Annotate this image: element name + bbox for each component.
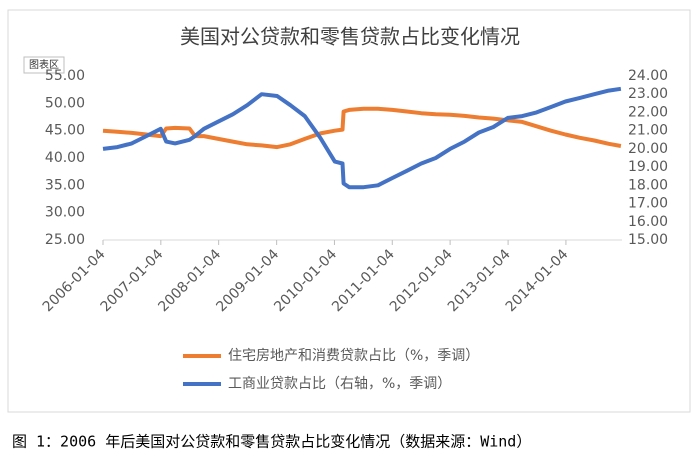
y-tick-label: 35.00 xyxy=(45,177,85,193)
y2-tick-label: 22.00 xyxy=(628,104,668,120)
y-tick-label: 30.00 xyxy=(45,205,85,221)
y2-tick-label: 19.00 xyxy=(628,159,668,175)
chart-area-tag xyxy=(23,56,65,74)
y-tick-label: 25.00 xyxy=(45,232,85,248)
legend-label: 工商业贷款占比（右轴，%，季调） xyxy=(228,376,451,392)
y2-tick-label: 18.00 xyxy=(628,177,668,193)
series-line xyxy=(102,86,622,190)
y2-tick-label: 24.00 xyxy=(628,68,668,84)
series-line xyxy=(102,106,622,150)
y-tick-label: 45.00 xyxy=(45,123,85,139)
y2-tick-label: 21.00 xyxy=(628,123,668,139)
y2-tick-label: 15.00 xyxy=(628,232,668,248)
chart-area-label: 图表区 xyxy=(29,58,59,71)
y-tick-label: 40.00 xyxy=(45,150,85,166)
chart-border xyxy=(7,9,691,413)
y-tick-label: 50.00 xyxy=(45,95,85,111)
y2-tick-label: 17.00 xyxy=(628,196,668,212)
y2-tick-label: 16.00 xyxy=(628,214,668,230)
legend-label: 住宅房地产和消费贷款占比（%，季调） xyxy=(228,348,479,364)
y2-tick-label: 23.00 xyxy=(628,86,668,102)
y2-tick-label: 20.00 xyxy=(628,141,668,157)
y-tick-label: 55.00 xyxy=(45,68,85,84)
caption: 图 1：2006 年后美国对公贷款和零售贷款占比变化情况（数据来源：Wind） xyxy=(12,433,531,451)
chart-title: 美国对公贷款和零售贷款占比变化情况 xyxy=(180,25,520,49)
